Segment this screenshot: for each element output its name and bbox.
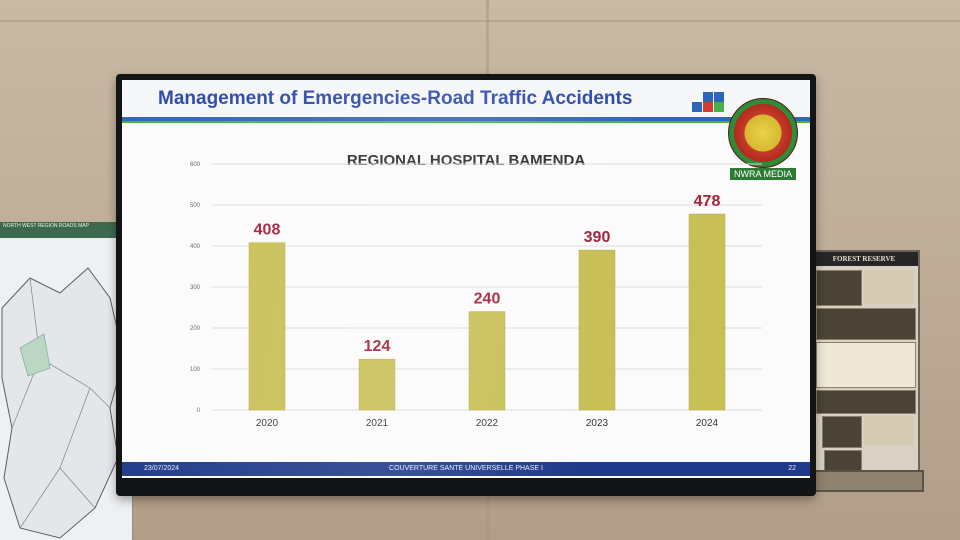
x-category-label: 2023: [586, 418, 609, 429]
poster-photo: [816, 308, 916, 340]
map-outline: [1, 267, 125, 539]
brand-square: [703, 92, 713, 102]
slide-page-number: 22: [788, 465, 796, 472]
bar-value-label: 124: [364, 338, 391, 355]
x-category-label: 2020: [256, 418, 279, 429]
bar: [468, 311, 506, 411]
poster-text-block: [864, 270, 914, 304]
slide-title: Management of Emergencies-Road Traffic A…: [158, 88, 633, 109]
bar: [688, 213, 726, 411]
forest-poster-title: FOREST RESERVE: [810, 252, 918, 266]
brand-square: [714, 92, 724, 102]
y-tick-label: 400: [190, 244, 201, 250]
wall-seam: [486, 0, 489, 78]
bar: [578, 249, 616, 411]
footer-date: 23/07/2024: [144, 465, 180, 472]
y-tick-label: 0: [197, 408, 201, 414]
bar: [358, 358, 396, 411]
poster-photo: [822, 416, 862, 448]
y-tick-label: 500: [190, 203, 201, 209]
poster-text-block: [864, 416, 914, 446]
bar-value-label: 408: [254, 222, 281, 239]
brand-square: [692, 102, 702, 112]
poster-photo: [816, 270, 862, 306]
y-tick-label: 200: [190, 326, 201, 332]
wall-seam: [486, 496, 489, 540]
bar-value-label: 390: [584, 229, 611, 246]
x-category-label: 2021: [366, 418, 389, 429]
forest-reserve-poster: FOREST RESERVE: [808, 250, 920, 490]
y-tick-label: 100: [190, 367, 201, 373]
poster-photo: [824, 450, 862, 472]
footer-program-name: COUVERTURE SANTE UNIVERSELLE PHASE I: [389, 465, 543, 472]
header-rule-accent: [122, 121, 810, 123]
slide-footer: 23/07/2024 COUVERTURE SANTE UNIVERSELLE …: [122, 462, 810, 476]
chart-title: REGIONAL HOSPITAL BAMENDA: [346, 152, 586, 169]
x-category-label: 2024: [696, 418, 719, 429]
brand-square: [703, 102, 713, 112]
brand-logo-squares: [692, 92, 736, 114]
brand-square: [714, 102, 724, 112]
watermark-badge: NWRA MEDIA: [730, 168, 796, 180]
header-rule: [122, 117, 810, 121]
poster-animal-grid: [816, 342, 916, 388]
bar-value-label: 240: [474, 291, 501, 308]
regional-map-poster: NORTH WEST REGION ROADS MAP: [0, 222, 133, 540]
y-tick-label: 300: [190, 285, 201, 291]
poster-photo: [816, 390, 916, 414]
wall-seam: [0, 20, 960, 22]
map-poster-header: NORTH WEST REGION ROADS MAP: [0, 222, 132, 238]
y-tick-label: 600: [190, 162, 201, 168]
presentation-slide: Management of Emergencies-Road Traffic A…: [122, 80, 810, 478]
x-category-label: 2022: [476, 418, 499, 429]
tv-monitor: Management of Emergencies-Road Traffic A…: [116, 74, 816, 496]
bar-value-label: 478: [694, 193, 721, 210]
bar: [248, 242, 286, 411]
regional-assembly-seal-logo: [728, 98, 798, 168]
bar-chart: 0 100 200 300 400 500 600 408 2020 124 2021 240 2022…: [190, 162, 762, 429]
